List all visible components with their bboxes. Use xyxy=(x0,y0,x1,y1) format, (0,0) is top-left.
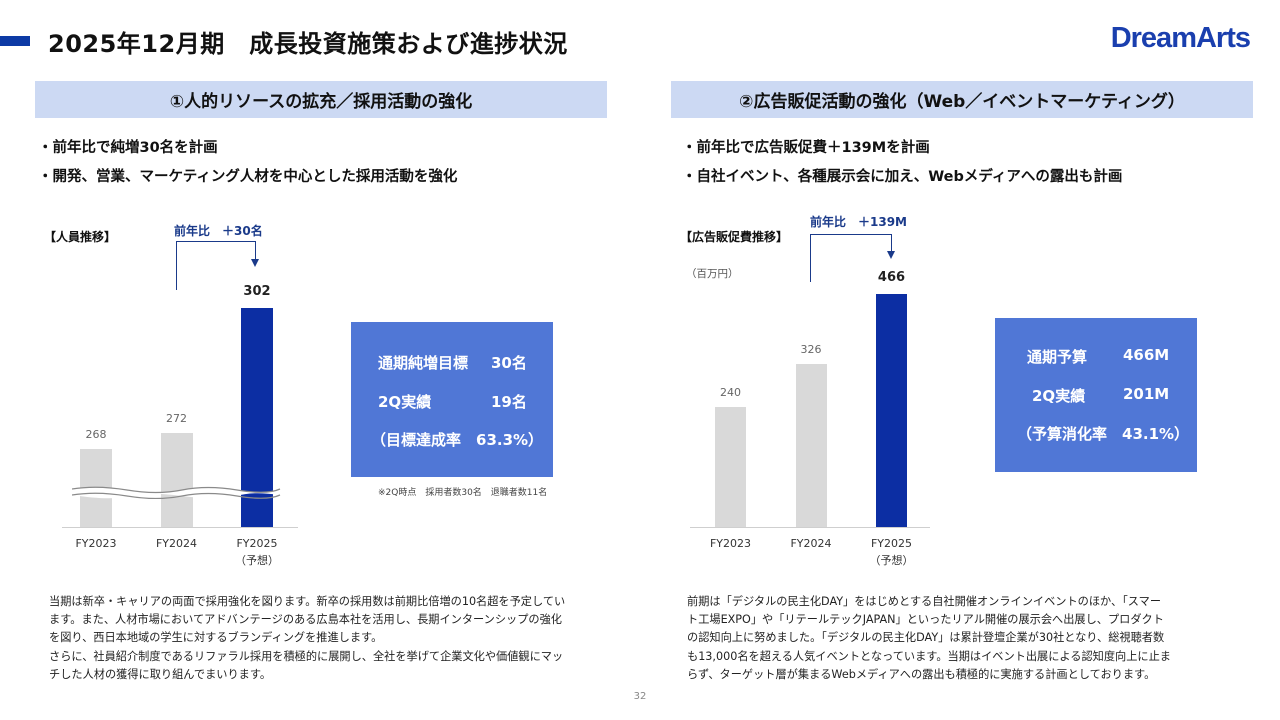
left-bullet-1: ・前年比で純増30名を計画 xyxy=(38,140,218,156)
left-kpi-target-label: 通期純増目標 xyxy=(378,354,469,372)
right-bullet-2: ・自社イベント、各種展示会に加え、Webメディアへの露出も計画 xyxy=(682,169,1123,185)
left-yoy-arrow-head xyxy=(251,259,259,267)
chart-bar xyxy=(795,364,827,527)
chart-category-label: FY2023 xyxy=(56,535,136,552)
chart-value-label: 272 xyxy=(166,412,187,425)
right-yoy-arrow-line xyxy=(810,234,811,282)
right-yoy-arrow-top xyxy=(810,234,892,235)
right-yoy-arrow-head xyxy=(887,251,895,259)
chart-category-label: FY2024 xyxy=(771,535,851,552)
left-description-line: チした人材の獲得に取り組んでまいります。 xyxy=(49,667,272,681)
chart-category-name: FY2025 xyxy=(236,537,278,550)
chart-category-name: FY2025 xyxy=(870,537,913,550)
chart-category-label: FY2025 （予想） xyxy=(217,535,297,569)
left-kpi-target-value: 30名 xyxy=(491,354,527,372)
chart-category-name: FY2024 xyxy=(155,537,198,550)
right-yoy-arrow-down xyxy=(891,234,892,252)
right-description-line: ト工場EXPO」や「リテールテックJAPAN」といったリアル開催の展示会へ出展し… xyxy=(687,613,1164,627)
chart-value-label: 240 xyxy=(720,386,741,399)
left-chart-title: 【人員推移】 xyxy=(44,230,117,244)
left-yoy-arrow-down xyxy=(255,241,256,260)
left-kpi-note: ※2Q時点 採用者数30名 退職者数11名 xyxy=(378,488,548,498)
chart-bar xyxy=(876,294,907,527)
left-description: 当期は新卒・キャリアの両面で採用強化を図ります。新卒の採用数は前期比倍増の10名… xyxy=(49,593,565,684)
left-yoy-label: 前年比 ＋30名 xyxy=(174,224,263,238)
chart-bar xyxy=(241,308,273,527)
chart-category-note: （予想） xyxy=(869,554,914,567)
chart-bar xyxy=(715,407,746,527)
left-kpi-rate: （目標達成率 63.3%） xyxy=(371,431,544,449)
right-description-line: らず、ターゲット層が集まるWebメディアへの露出も積極的に実施する計画としており… xyxy=(687,667,1156,681)
chart-category-label: FY2023 xyxy=(691,535,771,552)
chart-category-label: FY2024 xyxy=(137,535,217,552)
left-kpi-actual-value: 19名 xyxy=(491,393,527,411)
left-chart-axis xyxy=(62,527,298,528)
axis-break-line xyxy=(72,486,281,494)
chart-category-name: FY2024 xyxy=(790,537,832,550)
chart-category-name: FY2023 xyxy=(75,537,117,550)
right-bullet-1: ・前年比で広告販促費＋139Mを計画 xyxy=(682,140,930,156)
right-kpi-actual-label: 2Q実績 xyxy=(1032,387,1086,405)
right-kpi-actual-value: 201M xyxy=(1123,385,1170,403)
title-accent-bar xyxy=(0,36,30,46)
chart-category-label: FY2025 （予想） xyxy=(852,535,932,569)
right-chart-unit: （百万円） xyxy=(686,268,739,280)
axis-break-mark xyxy=(72,486,281,499)
page-title: 2025年12月期 成長投資施策および進捗状況 xyxy=(48,30,568,58)
axis-break-line xyxy=(72,492,281,499)
chart-category-name: FY2023 xyxy=(709,537,752,550)
left-yoy-arrow-top xyxy=(176,241,256,242)
right-description: 前期は「デジタルの民主化DAY」をはじめとする自社開催オンラインイベントのほか、… xyxy=(687,593,1171,684)
chart-value-label: 326 xyxy=(800,343,822,356)
left-description-line: ます。また、人材市場においてアドバンテージのある広島本社を活用し、長期インターン… xyxy=(49,613,562,627)
left-bullet-2: ・開発、営業、マーケティング人材を中心とした採用活動を強化 xyxy=(38,169,458,185)
left-yoy-arrow-line xyxy=(176,241,177,290)
left-section-header: ①人的リソースの拡充／採用活動の強化 xyxy=(35,81,607,118)
left-description-line: さらに、社員紹介制度であるリファラル採用を積極的に展開し、全社を挙げて企業文化や… xyxy=(49,649,564,663)
right-description-line: 前期は「デジタルの民主化DAY」をはじめとする自社開催オンラインイベントのほか、… xyxy=(687,595,1162,608)
left-description-line: 当期は新卒・キャリアの両面で採用強化を図ります。新卒の採用数は前期比倍増の10名… xyxy=(49,595,566,608)
left-kpi-actual-label: 2Q実績 xyxy=(378,393,432,411)
chart-value-label: 268 xyxy=(85,428,107,441)
page-number: 32 xyxy=(633,691,647,702)
right-chart-title: 【広告販促費推移】 xyxy=(680,230,789,244)
left-description-line: を図り、西日本地域の学生に対するブランディングを推進します。 xyxy=(49,631,383,645)
right-description-line: も13,000名を超える人気イベントとなっています。当期はイベント出展による認知… xyxy=(687,649,1171,663)
right-description-line: の認知向上に努めました。「デジタルの民主化DAY」は累計登壇企業が30社となり、… xyxy=(687,631,1165,645)
right-kpi-budget-label: 通期予算 xyxy=(1027,348,1088,366)
right-section-header: ②広告販促活動の強化（Web／イベントマーケティング） xyxy=(671,81,1253,118)
chart-category-note: （予想） xyxy=(235,554,279,567)
chart-bar xyxy=(160,433,193,527)
right-yoy-label: 前年比 ＋139M xyxy=(810,215,907,229)
chart-value-label: 302 xyxy=(243,284,271,299)
right-kpi-budget-value: 466M xyxy=(1123,346,1170,364)
right-kpi-rate: （予算消化率 43.1%） xyxy=(1017,425,1190,443)
right-chart-axis xyxy=(690,527,930,528)
chart-value-label: 466 xyxy=(877,270,906,285)
left-kpi-box: 通期純増目標 30名 2Q実績 19名 （目標達成率 63.3%） xyxy=(351,322,553,477)
company-logo: DreamArts xyxy=(1110,22,1251,54)
right-kpi-box: 通期予算 466M 2Q実績 201M （予算消化率 43.1%） xyxy=(995,318,1197,472)
